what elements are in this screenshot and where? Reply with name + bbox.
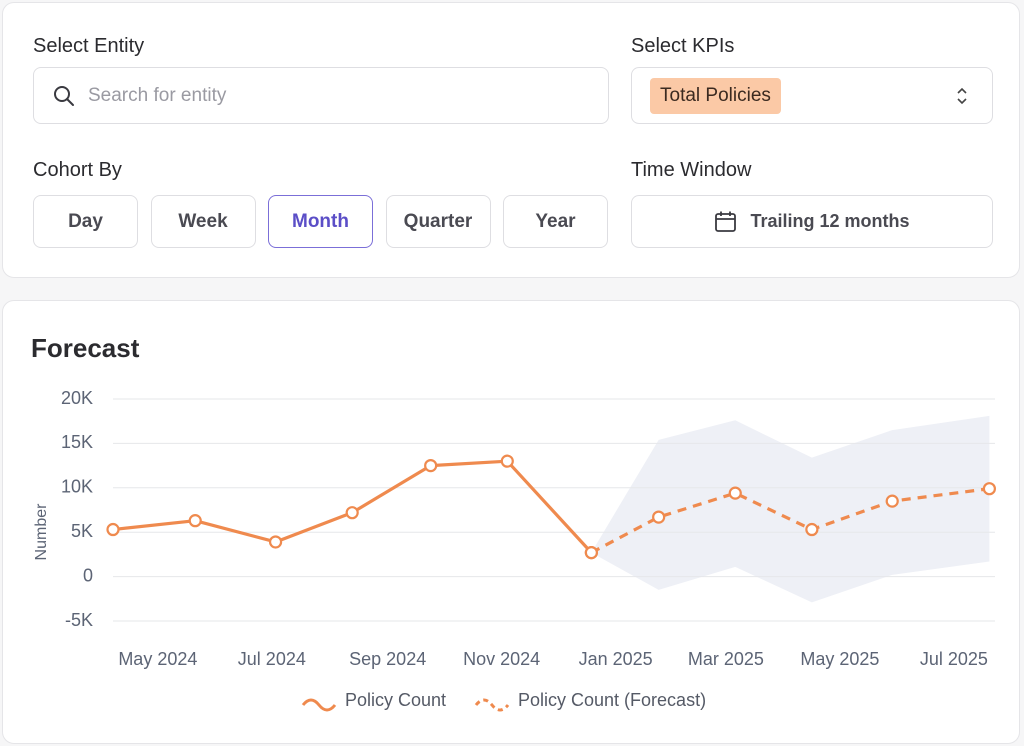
data-point bbox=[652, 510, 666, 524]
data-point bbox=[885, 494, 899, 508]
data-point bbox=[424, 459, 438, 473]
legend-icon bbox=[474, 698, 510, 712]
forecast-band bbox=[591, 415, 990, 603]
cohort-button[interactable]: Day bbox=[33, 195, 138, 248]
cohort-label: Cohort By bbox=[33, 159, 122, 181]
time-window-value: Trailing 12 months bbox=[750, 211, 910, 231]
x-tick-label: May 2024 bbox=[118, 649, 197, 669]
kpi-label: Select KPIs bbox=[631, 35, 735, 57]
x-tick-label: Jul 2024 bbox=[238, 649, 306, 669]
time-label: Time Window bbox=[631, 159, 752, 181]
y-tick-label: 5K bbox=[71, 521, 93, 541]
kpi-select[interactable]: Total Policies bbox=[631, 67, 993, 124]
x-tick-label: Sep 2024 bbox=[349, 649, 426, 669]
cohort-button[interactable]: Week bbox=[150, 195, 256, 248]
calendar-icon bbox=[715, 211, 737, 232]
time-window[interactable]: Trailing 12 months bbox=[631, 195, 993, 248]
data-point bbox=[500, 454, 514, 468]
x-tick-label: Jul 2025 bbox=[920, 649, 988, 669]
series-line bbox=[590, 487, 990, 555]
y-tick-label: 10K bbox=[61, 477, 93, 497]
cohort-button[interactable]: Year bbox=[503, 195, 608, 248]
legend-icon bbox=[301, 698, 337, 712]
data-point bbox=[584, 546, 598, 560]
y-tick-label: 0 bbox=[83, 565, 93, 585]
data-point bbox=[345, 506, 359, 520]
data-point bbox=[805, 522, 819, 537]
chart-title: Forecast bbox=[31, 333, 140, 363]
entity-search[interactable]: Search for entity bbox=[33, 67, 609, 124]
legend-label[interactable]: Policy Count (Forecast) bbox=[518, 690, 706, 710]
x-tick-label: Nov 2024 bbox=[463, 649, 540, 669]
data-point bbox=[106, 522, 120, 537]
data-point bbox=[982, 482, 996, 496]
y-axis-title: Number bbox=[33, 503, 50, 561]
y-tick-label: 15K bbox=[61, 432, 93, 452]
data-point bbox=[188, 514, 202, 528]
kpi-chip[interactable]: Total Policies bbox=[650, 77, 781, 114]
legend-label[interactable]: Policy Count bbox=[345, 690, 446, 710]
y-tick-label: -5K bbox=[65, 610, 93, 630]
search-icon bbox=[54, 85, 74, 106]
data-point bbox=[268, 535, 283, 549]
filter-card: Select Entity Search for entity Select K… bbox=[2, 2, 1020, 278]
cohort-button[interactable]: Quarter bbox=[385, 195, 491, 248]
y-tick-label: 20K bbox=[61, 388, 93, 408]
cohort-button[interactable]: Month bbox=[268, 195, 373, 248]
x-tick-label: Mar 2025 bbox=[688, 649, 764, 669]
data-point bbox=[728, 486, 742, 500]
x-tick-label: Jan 2025 bbox=[579, 649, 653, 669]
entity-label: Select Entity bbox=[33, 35, 145, 57]
x-tick-label: May 2025 bbox=[800, 649, 879, 669]
search-placeholder: Search for entity bbox=[88, 84, 227, 106]
chevrons bbox=[957, 87, 967, 104]
